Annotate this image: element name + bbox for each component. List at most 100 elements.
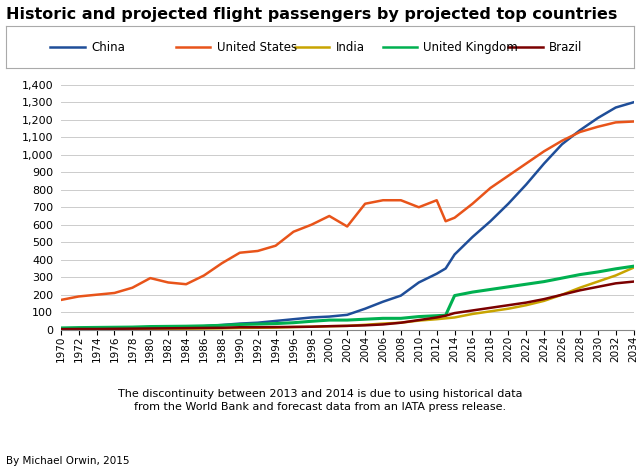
India bbox=[451, 315, 458, 320]
Brazil bbox=[164, 325, 172, 331]
United Kingdom bbox=[93, 325, 100, 330]
India bbox=[129, 326, 136, 332]
India bbox=[272, 325, 280, 331]
India bbox=[630, 265, 637, 270]
United States bbox=[129, 285, 136, 291]
United Kingdom bbox=[468, 289, 476, 295]
Brazil bbox=[540, 296, 548, 302]
Brazil bbox=[308, 324, 316, 330]
United Kingdom bbox=[343, 317, 351, 323]
United Kingdom bbox=[397, 316, 404, 321]
China bbox=[236, 321, 244, 326]
India bbox=[397, 320, 404, 325]
India bbox=[57, 326, 65, 332]
India bbox=[504, 306, 512, 311]
India bbox=[200, 325, 208, 331]
United Kingdom bbox=[272, 321, 280, 326]
India bbox=[236, 325, 244, 331]
Text: India: India bbox=[336, 41, 365, 54]
Brazil bbox=[129, 326, 136, 332]
China bbox=[442, 266, 449, 271]
United Kingdom bbox=[504, 284, 512, 290]
India bbox=[93, 326, 100, 332]
United Kingdom bbox=[540, 279, 548, 284]
China bbox=[272, 318, 280, 324]
Line: United States: United States bbox=[61, 122, 634, 300]
China bbox=[182, 324, 190, 330]
United Kingdom bbox=[308, 318, 316, 324]
Brazil bbox=[343, 323, 351, 329]
India bbox=[522, 302, 530, 308]
China bbox=[147, 325, 154, 330]
India bbox=[433, 317, 440, 322]
India bbox=[218, 325, 226, 331]
China bbox=[630, 99, 637, 105]
Brazil bbox=[594, 284, 602, 290]
United Kingdom bbox=[594, 269, 602, 275]
Text: United Kingdom: United Kingdom bbox=[424, 41, 518, 54]
China bbox=[111, 325, 118, 331]
United States bbox=[147, 275, 154, 281]
India bbox=[147, 326, 154, 332]
United States bbox=[504, 173, 512, 179]
Brazil bbox=[415, 317, 422, 323]
China bbox=[200, 324, 208, 329]
United Kingdom bbox=[612, 266, 620, 272]
Brazil bbox=[272, 324, 280, 330]
China bbox=[468, 234, 476, 240]
Text: The discontinuity between 2013 and 2014 is due to using historical data
from the: The discontinuity between 2013 and 2014 … bbox=[118, 389, 522, 412]
United States bbox=[451, 215, 458, 220]
United States bbox=[254, 248, 262, 254]
India bbox=[111, 326, 118, 332]
United States bbox=[182, 281, 190, 287]
China bbox=[397, 293, 404, 299]
United Kingdom bbox=[182, 324, 190, 329]
India bbox=[290, 324, 298, 330]
United States bbox=[594, 124, 602, 130]
United States bbox=[326, 213, 333, 219]
Brazil bbox=[486, 305, 494, 311]
United States bbox=[558, 138, 566, 144]
Line: Brazil: Brazil bbox=[61, 282, 634, 329]
India bbox=[182, 326, 190, 332]
United Kingdom bbox=[630, 263, 637, 269]
United States bbox=[468, 201, 476, 207]
India bbox=[594, 279, 602, 284]
United States bbox=[57, 297, 65, 303]
India bbox=[612, 273, 620, 278]
United Kingdom bbox=[236, 322, 244, 327]
India bbox=[540, 298, 548, 304]
United Kingdom bbox=[147, 324, 154, 329]
United Kingdom bbox=[451, 293, 458, 299]
United States bbox=[218, 260, 226, 266]
China bbox=[343, 312, 351, 317]
Brazil bbox=[379, 322, 387, 327]
United Kingdom bbox=[558, 275, 566, 281]
United States bbox=[379, 197, 387, 203]
China bbox=[164, 325, 172, 330]
Brazil bbox=[254, 325, 262, 330]
Line: United Kingdom: United Kingdom bbox=[61, 266, 634, 328]
United Kingdom bbox=[57, 325, 65, 331]
China bbox=[93, 325, 100, 331]
China bbox=[433, 271, 440, 276]
China bbox=[361, 306, 369, 311]
China bbox=[594, 115, 602, 121]
United States bbox=[612, 120, 620, 125]
China bbox=[308, 315, 316, 320]
United Kingdom bbox=[218, 323, 226, 328]
Text: Historic and projected flight passengers by projected top countries: Historic and projected flight passengers… bbox=[6, 7, 618, 22]
Brazil bbox=[397, 320, 404, 325]
Brazil bbox=[468, 308, 476, 313]
Brazil bbox=[326, 324, 333, 329]
Brazil bbox=[558, 292, 566, 298]
United States bbox=[272, 243, 280, 249]
United Kingdom bbox=[75, 325, 83, 331]
Line: India: India bbox=[61, 268, 634, 329]
Brazil bbox=[182, 325, 190, 331]
Text: China: China bbox=[91, 41, 125, 54]
China bbox=[540, 161, 548, 166]
Brazil bbox=[612, 281, 620, 286]
United States bbox=[576, 129, 584, 135]
United States bbox=[361, 201, 369, 207]
